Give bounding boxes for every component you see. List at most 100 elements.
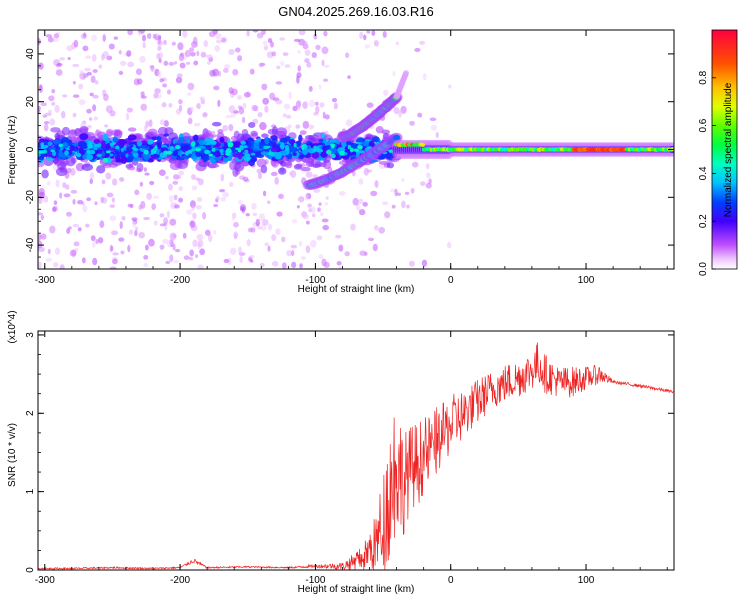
heatmap-speckle <box>261 83 268 91</box>
heatmap-band-highlight <box>330 143 336 148</box>
heatmap-band-cell <box>172 150 179 157</box>
heatmap-speckle <box>262 40 268 46</box>
heatmap-halo <box>233 130 240 140</box>
heatmap-speckle <box>99 220 105 229</box>
heatmap-speckle <box>282 262 287 269</box>
heatmap-speckle <box>217 70 222 77</box>
heatmap-speckle <box>158 58 162 64</box>
heatmap-halo <box>299 130 307 135</box>
heatmap-speckle <box>165 260 171 265</box>
heatmap-speckle <box>316 235 323 241</box>
heatmap-band-cell <box>79 141 87 149</box>
heatmap-speckle <box>120 250 125 255</box>
snr-marks <box>38 342 674 570</box>
heatmap-halo <box>275 127 288 137</box>
y-multiplier-label: (x10^4) <box>7 310 18 343</box>
colorbar-tick-label: 0.8 <box>698 70 709 84</box>
heatmap-band-highlight <box>225 152 230 156</box>
heatmap-band-highlight <box>47 141 53 147</box>
heatmap-speckle <box>286 250 293 257</box>
heatmap-speckle <box>171 41 176 46</box>
heatmap-speckle <box>231 212 237 219</box>
heatmap-speckle <box>166 89 171 95</box>
heatmap-speckle <box>108 43 115 50</box>
heatmap-band-highlight <box>143 149 149 155</box>
heatmap-band-highlight <box>266 145 271 149</box>
heatmap-speckle <box>59 264 65 269</box>
heatmap-speckle <box>222 124 229 132</box>
heatmap-halo <box>108 163 119 168</box>
heatmap-speckle <box>178 186 184 191</box>
heatmap-band-highlight <box>347 144 352 150</box>
heatmap-band-cell <box>358 150 366 154</box>
heatmap-speckle <box>322 224 330 231</box>
heatmap-speckle <box>242 102 247 109</box>
heatmap-speckle <box>127 61 135 68</box>
heatmap-band-highlight <box>235 147 241 151</box>
heatmap-speckle <box>191 212 197 220</box>
heatmap-speckle <box>345 119 353 127</box>
heatmap-speckle <box>259 262 265 268</box>
heatmap-speckle <box>182 30 188 38</box>
heatmap-speckle <box>324 202 328 206</box>
heatmap-band-cell <box>109 147 116 151</box>
heatmap-band-highlight <box>38 152 41 157</box>
heatmap-speckle <box>313 33 318 40</box>
heatmap-band-cell <box>368 140 375 146</box>
heatmap-speckle <box>137 78 143 85</box>
heatmap-speckle <box>238 199 243 205</box>
heatmap-speckle <box>204 229 211 236</box>
heatmap-band-cell <box>96 153 102 158</box>
top-x-tick-label: -100 <box>305 275 325 286</box>
heatmap-speckle <box>321 46 329 55</box>
heatmap-speckle <box>67 56 71 61</box>
heatmap-speckle <box>338 266 343 269</box>
heatmap-halo <box>75 162 85 172</box>
heatmap-speckle <box>199 96 205 101</box>
heatmap-speckle <box>420 181 426 187</box>
heatmap-speckle <box>290 244 298 249</box>
heatmap-band-highlight <box>105 150 111 154</box>
heatmap-speckle <box>92 240 96 249</box>
heatmap-speckle <box>173 259 180 264</box>
heatmap-speckle <box>174 204 180 209</box>
heatmap-speckle <box>209 69 216 77</box>
heatmap-speckle <box>162 83 168 88</box>
heatmap-speckle <box>242 176 249 182</box>
bottom-axes: -300 -200 -100 0 100 0 1 2 3 <box>25 331 674 586</box>
heatmap-speckle <box>112 258 118 265</box>
heatmap-speckle <box>366 102 374 108</box>
heatmap-speckle <box>38 109 41 114</box>
heatmap-speckle <box>308 99 316 108</box>
heatmap-speckle <box>239 256 243 264</box>
heatmap-speckle <box>52 38 59 42</box>
heatmap-speckle <box>51 88 56 94</box>
heatmap-band-cell <box>274 151 282 160</box>
heatmap-band-cell <box>298 154 305 160</box>
heatmap-speckle <box>197 239 204 248</box>
heatmap-speckle <box>308 85 313 92</box>
heatmap-speckle <box>304 49 311 56</box>
heatmap-speckle <box>284 64 291 68</box>
heatmap-speckle <box>189 200 196 209</box>
heatmap-band-highlight <box>115 145 120 150</box>
heatmap-speckle <box>125 112 130 121</box>
heatmap-band-cell <box>279 137 288 144</box>
heatmap-speckle <box>264 105 269 113</box>
heatmap-speckle <box>374 180 379 188</box>
heatmap-speckle <box>237 55 243 62</box>
heatmap-speckle <box>264 242 269 247</box>
heatmap-speckle <box>112 252 120 256</box>
heatmap-speckle <box>190 221 195 227</box>
heatmap-speckle <box>288 91 292 100</box>
colorbar-ticks: 0.0 0.2 0.4 0.6 0.8 <box>698 70 716 276</box>
heatmap-speckle <box>46 180 51 186</box>
heatmap-speckle <box>177 42 184 51</box>
heatmap-speckle <box>352 197 359 206</box>
heatmap-speckle <box>38 38 41 45</box>
heatmap-halo <box>174 159 182 169</box>
heatmap-speckle <box>154 88 161 94</box>
heatmap-speckle <box>382 30 387 38</box>
heatmap-speckle <box>153 220 158 226</box>
